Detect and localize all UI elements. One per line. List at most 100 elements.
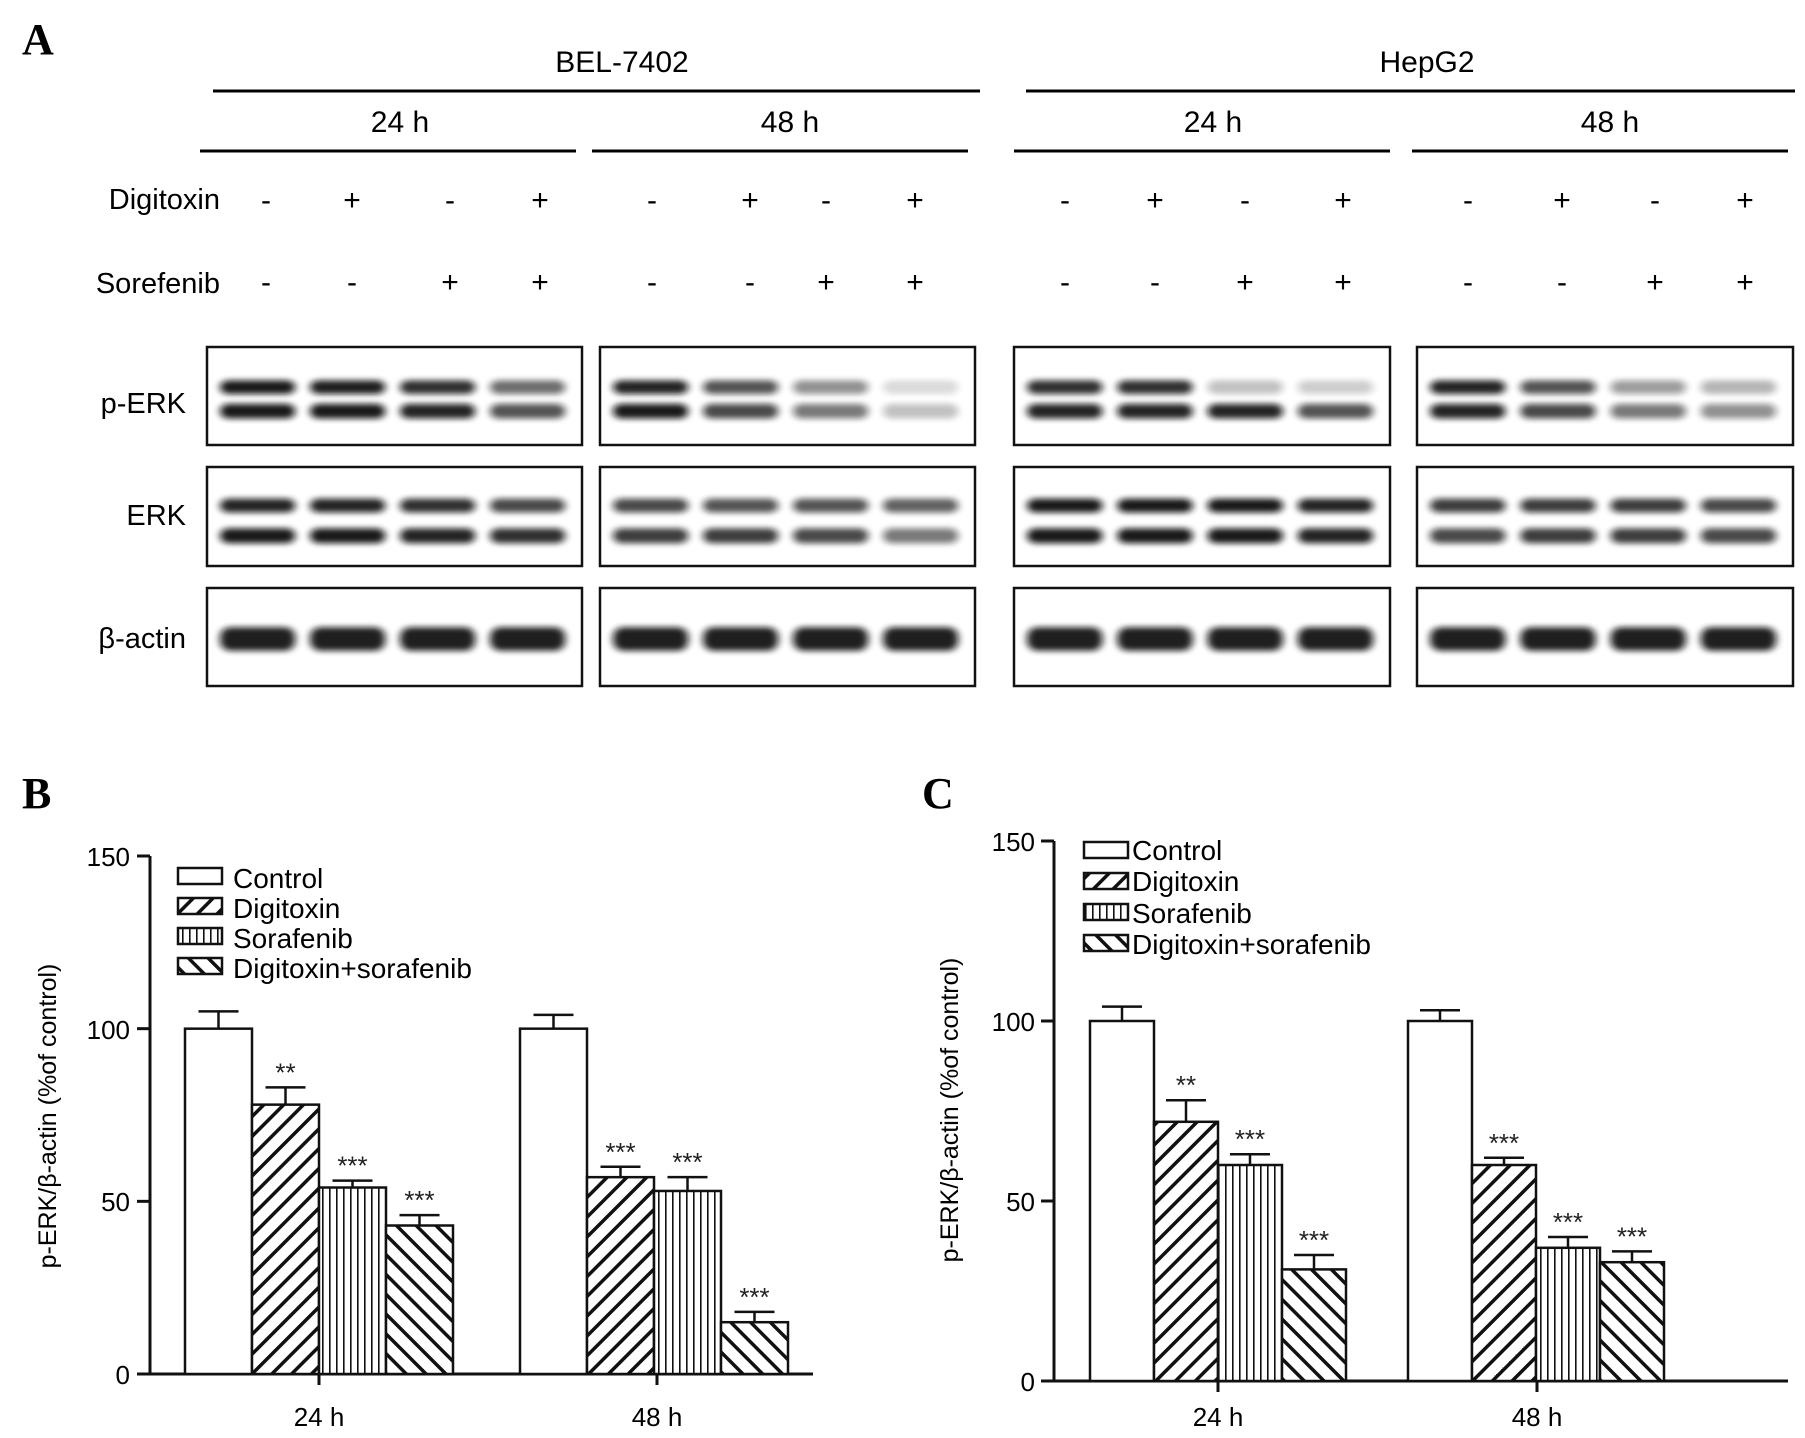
blot-band (613, 528, 689, 544)
chart-b-y-tick: 100 (87, 1015, 130, 1045)
bar (652, 1189, 723, 1376)
treatment-sign: - (1060, 266, 1070, 299)
legend-swatch (1082, 871, 1130, 891)
significance-label: *** (1617, 1221, 1647, 1251)
blot-band (703, 627, 779, 651)
chart-c-legend-label: Digitoxin+sorafenib (1132, 929, 1371, 960)
protein-label-erk: ERK (126, 500, 186, 532)
protein-label-p-erk: p-ERK (101, 388, 187, 420)
blot-band (490, 403, 566, 419)
treatment-sign: + (1646, 266, 1664, 299)
time-point-label: 24 h (1184, 106, 1242, 139)
treatment-sign: + (817, 266, 835, 299)
blot-frame (205, 345, 584, 447)
blot-band (1430, 380, 1506, 395)
blot-band (1297, 403, 1374, 419)
blot-band (1700, 498, 1777, 513)
blot-band (1027, 380, 1103, 395)
significance-label: *** (1235, 1124, 1265, 1154)
bar (1470, 1163, 1538, 1383)
blot-frame (205, 465, 584, 568)
chart-b-y-axis-title: p-ERK/β-actin (%of control) (34, 964, 62, 1269)
chart-b-legend-label: Sorafenib (233, 923, 353, 954)
blot-band (490, 627, 566, 651)
blot-band (883, 627, 959, 651)
chart-c: p-ERK/β-actin (%of control) 24 h 48 h 0 … (936, 827, 1562, 1432)
treatment-signs: - + - + - + - + - + - + - + - + - - + + - - + + - - + + - - + + (261, 184, 1754, 299)
blot-band (1207, 403, 1283, 419)
treatment-sign: + (531, 184, 549, 217)
blot-band (1520, 528, 1596, 544)
treatment-sign: - (261, 266, 271, 299)
blot-band (1117, 627, 1193, 651)
blot-band (1297, 627, 1374, 651)
blot-band (220, 380, 296, 395)
treatment-sign: + (1236, 266, 1254, 299)
blot-band (1207, 627, 1283, 651)
blot-band (310, 498, 386, 513)
treatment-sign: - (1060, 184, 1070, 217)
blot-band (1027, 498, 1103, 513)
blot-band (793, 380, 869, 395)
chart-b-x-tick: 48 h (632, 1402, 683, 1432)
blot-band (400, 403, 476, 419)
blot-band (703, 403, 779, 419)
blot-band (1430, 627, 1506, 651)
significance-label: *** (337, 1151, 367, 1181)
treatment-sign: - (1240, 184, 1250, 217)
chart-c-y-tick: 150 (992, 827, 1035, 857)
blot-band (883, 380, 959, 395)
treatment-sign: - (1463, 266, 1473, 299)
treatment-sign: + (343, 184, 361, 217)
chart-c-marks: ************** *** (1041, 839, 1788, 1392)
blot-band (1207, 528, 1283, 544)
cell-line-label: BEL-7402 (555, 46, 688, 79)
treatment-sign: + (1146, 184, 1164, 217)
blot-band (613, 498, 689, 513)
treatment-sign: + (441, 266, 459, 299)
treatment-sign: + (906, 184, 924, 217)
chart-b-legend-label: Digitoxin (233, 893, 340, 924)
bar (1406, 1019, 1474, 1383)
bar (384, 1224, 455, 1376)
blot-band (613, 403, 689, 419)
bar (250, 1103, 321, 1376)
blot-band (490, 498, 566, 513)
blot-band (1610, 380, 1686, 395)
legend-swatch (176, 926, 224, 946)
blot-band (220, 528, 296, 544)
panel-label-b: B (22, 769, 51, 818)
chart-b-legend-label: Control (233, 863, 323, 894)
time-point-label: 48 h (761, 106, 819, 139)
time-point-label: 48 h (1581, 106, 1639, 139)
treatment-sign: + (1736, 184, 1754, 217)
treatment-sign: - (347, 266, 357, 299)
blot-band (1027, 627, 1103, 651)
treatment-sign: - (261, 184, 271, 217)
blot-band (220, 403, 296, 419)
blot-frame (1012, 345, 1392, 447)
blot-frame (598, 465, 977, 568)
treatment-sign: - (1650, 184, 1660, 217)
bar (719, 1320, 790, 1376)
blot-band (1297, 528, 1374, 544)
blot-band (1700, 380, 1777, 395)
bar (1216, 1163, 1284, 1383)
blot-band (1610, 627, 1686, 651)
blot-band (400, 528, 476, 544)
blot-band (1430, 498, 1506, 513)
significance-label: *** (1299, 1225, 1329, 1255)
blot-band (613, 380, 689, 395)
blot-header: BEL-7402 HepG2 24 h 48 h 24 h 48 h Digit… (96, 46, 1795, 300)
bar (317, 1186, 388, 1376)
panel-label-a: A (22, 15, 54, 64)
chart-b-legend-label: Digitoxin+sorafenib (233, 953, 472, 984)
blot-band (1610, 528, 1686, 544)
blot-band (1297, 380, 1374, 395)
blot-band (1610, 498, 1686, 513)
blot-frame (1012, 465, 1392, 568)
blot-band (1700, 627, 1777, 651)
blot-band (1700, 403, 1777, 419)
treatment-sign: + (1736, 266, 1754, 299)
legend-swatch (176, 896, 224, 916)
